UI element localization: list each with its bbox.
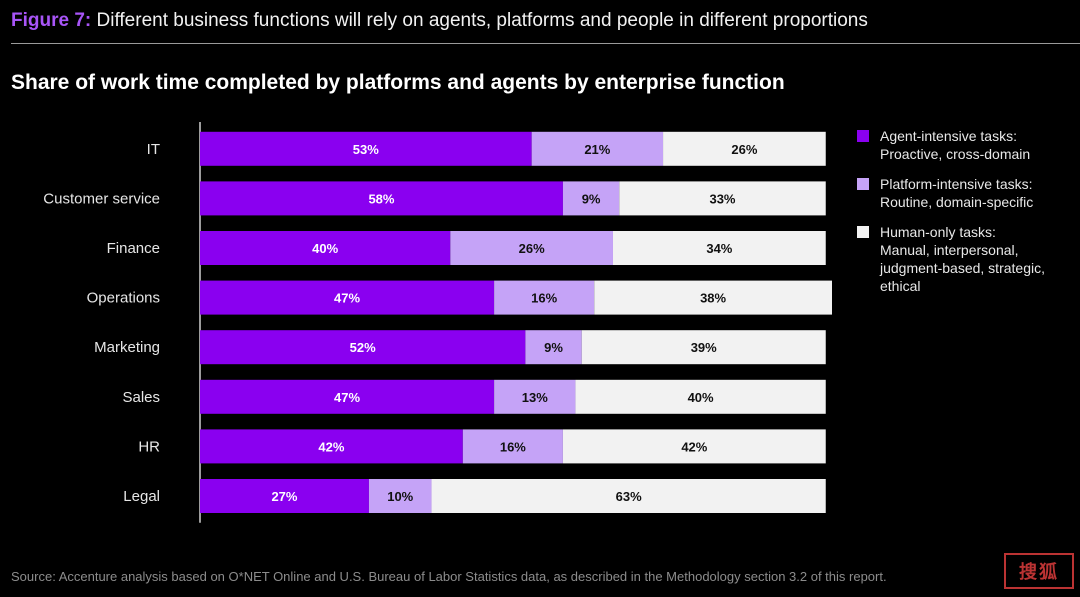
legend-line: Manual, interpersonal, bbox=[880, 242, 1019, 258]
bar-value-label: 9% bbox=[582, 191, 601, 206]
bar-value-label: 21% bbox=[584, 142, 610, 157]
bar-segment bbox=[663, 131, 826, 166]
category-label: Legal bbox=[123, 488, 160, 505]
header-divider bbox=[11, 43, 1080, 44]
bar-value-label: 16% bbox=[531, 291, 557, 306]
legend-line: Routine, domain-specific bbox=[880, 194, 1034, 210]
legend-line: Human-only tasks: bbox=[880, 224, 996, 240]
category-label: HR bbox=[138, 438, 160, 455]
bar-segment bbox=[200, 231, 451, 265]
bar-segment bbox=[450, 231, 613, 265]
bar-segment bbox=[525, 330, 582, 365]
category-label: IT bbox=[147, 141, 160, 158]
bar-segment bbox=[462, 429, 563, 464]
category-label: Finance bbox=[107, 240, 160, 257]
legend-line: ethical bbox=[880, 278, 921, 294]
legend-item-platform: Platform-intensive tasks: Routine, domai… bbox=[857, 175, 1077, 211]
bar-segment bbox=[200, 429, 463, 464]
bar-segment bbox=[200, 131, 532, 166]
bar-segment bbox=[200, 181, 563, 216]
legend-swatch-platform bbox=[857, 178, 869, 190]
bar-segment bbox=[368, 479, 432, 513]
legend-text: Platform-intensive tasks: Routine, domai… bbox=[880, 175, 1033, 211]
bar-value-label: 34% bbox=[706, 241, 732, 256]
bar-segment bbox=[494, 280, 595, 315]
legend-text: Human-only tasks: Manual, interpersonal,… bbox=[880, 223, 1045, 295]
bar-value-label: 47% bbox=[334, 390, 360, 405]
bar-value-label: 26% bbox=[519, 241, 545, 256]
bar-value-label: 42% bbox=[681, 439, 707, 454]
bar-segment bbox=[200, 379, 495, 414]
bar-value-label: 47% bbox=[334, 291, 360, 306]
bar-value-label: 38% bbox=[700, 291, 726, 306]
bar-segment bbox=[612, 231, 826, 265]
legend-text: Agent-intensive tasks: Proactive, cross-… bbox=[880, 127, 1030, 163]
bar-value-label: 40% bbox=[688, 390, 714, 405]
bar-value-label: 27% bbox=[271, 489, 297, 504]
legend-line: Agent-intensive tasks: bbox=[880, 128, 1017, 144]
source-note: Source: Accenture analysis based on O*NE… bbox=[11, 569, 887, 584]
legend-line: Proactive, cross-domain bbox=[880, 146, 1031, 162]
category-label: Sales bbox=[122, 389, 160, 406]
category-label: Customer service bbox=[43, 190, 160, 207]
legend-line: Platform-intensive tasks: bbox=[880, 176, 1033, 192]
legend-line: judgment-based, strategic, bbox=[880, 260, 1045, 276]
bar-value-label: 40% bbox=[312, 241, 338, 256]
bar-value-label: 16% bbox=[500, 439, 526, 454]
bar-value-label: 39% bbox=[691, 340, 717, 355]
bar-segment bbox=[200, 280, 495, 315]
bar-segment bbox=[494, 379, 576, 414]
bar-value-label: 58% bbox=[368, 191, 394, 206]
figure-number: Figure 7: bbox=[11, 10, 92, 31]
bar-value-label: 33% bbox=[709, 191, 735, 206]
data-labels: 53% 21% 26% 58% 9% 33% 40% 26% 34% 47% 16% 38% 52% 9%… bbox=[271, 142, 757, 504]
chart-title: Share of work time completed by platform… bbox=[11, 71, 785, 94]
bar-segment bbox=[200, 479, 369, 513]
bar-segment bbox=[619, 181, 826, 216]
bar-segment bbox=[431, 479, 826, 513]
bar-value-label: 52% bbox=[350, 340, 376, 355]
bar-value-label: 10% bbox=[387, 489, 413, 504]
category-labels: IT Customer service Finance Operations Marke… bbox=[43, 141, 160, 505]
bar-value-label: 9% bbox=[544, 340, 563, 355]
stacked-bar-chart: IT Customer service Finance Operations Marke… bbox=[43, 122, 832, 523]
bar-value-label: 53% bbox=[353, 142, 379, 157]
legend-item-human: Human-only tasks: Manual, interpersonal,… bbox=[857, 223, 1077, 295]
bar-segment bbox=[581, 330, 826, 365]
legend: Agent-intensive tasks: Proactive, cross-… bbox=[857, 127, 1077, 307]
bars bbox=[200, 131, 832, 513]
bar-value-label: 26% bbox=[731, 142, 757, 157]
figure-header: Figure 7: Different business functions w… bbox=[11, 10, 868, 32]
bar-segment bbox=[562, 429, 826, 464]
category-label: Marketing bbox=[94, 339, 160, 356]
bar-value-label: 63% bbox=[616, 489, 642, 504]
bar-segment bbox=[562, 181, 620, 216]
legend-swatch-human bbox=[857, 226, 869, 238]
watermark-stamp: 搜狐 bbox=[1004, 553, 1074, 589]
bar-segment bbox=[531, 131, 664, 166]
legend-swatch-agent bbox=[857, 130, 869, 142]
bar-segment bbox=[594, 280, 832, 315]
bar-segment bbox=[575, 379, 826, 414]
bar-segment bbox=[200, 330, 526, 365]
bar-value-label: 13% bbox=[522, 390, 548, 405]
legend-item-agent: Agent-intensive tasks: Proactive, cross-… bbox=[857, 127, 1077, 163]
category-label: Operations bbox=[87, 290, 160, 307]
bar-value-label: 42% bbox=[318, 439, 344, 454]
figure-title: Different business functions will rely o… bbox=[96, 10, 868, 31]
